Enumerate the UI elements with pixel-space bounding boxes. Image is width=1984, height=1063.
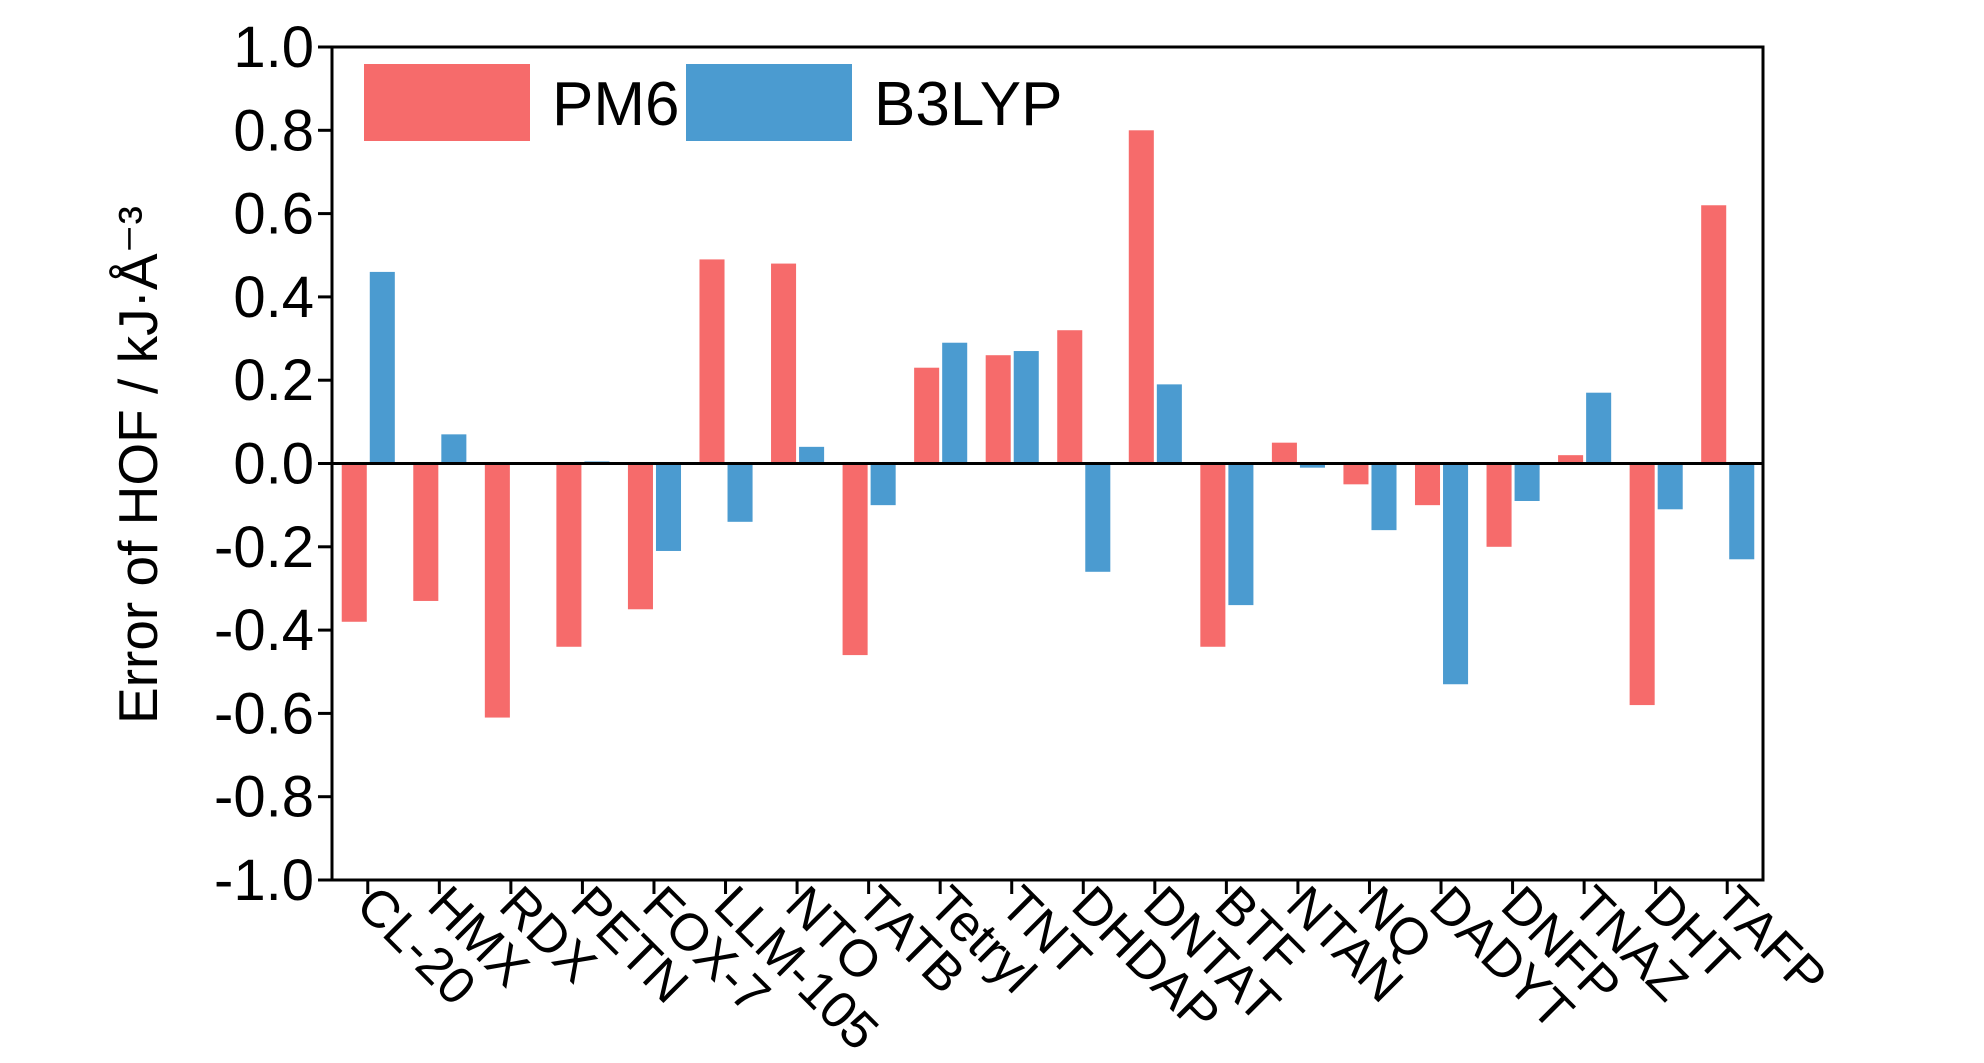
bar	[699, 259, 725, 464]
y-tick-label: -0.2	[214, 515, 314, 580]
legend-label: PM6	[552, 70, 679, 139]
y-tick-label: 0.2	[233, 348, 314, 413]
bar	[799, 446, 825, 464]
y-tick-label: -0.4	[214, 598, 314, 663]
bar	[441, 434, 467, 464]
legend-swatch	[686, 64, 852, 141]
y-tick-label: -1.0	[214, 848, 314, 913]
y-tick-label: 1.0	[233, 15, 314, 80]
y-tick-label: 0.6	[233, 182, 314, 247]
bar	[1558, 455, 1584, 464]
bar	[1701, 205, 1727, 464]
bar	[1271, 442, 1297, 464]
bar	[1371, 463, 1397, 531]
bar	[985, 355, 1011, 464]
legend-swatch	[364, 64, 530, 141]
bar	[870, 463, 896, 506]
bar	[1200, 463, 1226, 647]
bar	[1013, 351, 1039, 464]
bar	[1414, 463, 1441, 506]
bar	[1486, 463, 1512, 547]
bar	[1629, 463, 1655, 706]
bar	[842, 463, 868, 656]
y-tick-label: -0.8	[214, 765, 314, 830]
bar	[1057, 330, 1083, 464]
bar	[484, 463, 510, 718]
bar	[341, 463, 367, 622]
y-tick-label: 0.4	[233, 265, 314, 330]
bar	[1586, 392, 1612, 464]
legend-label: B3LYP	[874, 70, 1062, 139]
bar	[1514, 463, 1540, 501]
bar	[1228, 463, 1254, 606]
bar	[627, 463, 653, 610]
bar	[771, 263, 797, 464]
bar	[556, 463, 582, 647]
bar	[655, 463, 682, 551]
bar	[1085, 463, 1111, 572]
plot-frame	[330, 45, 1765, 882]
bar	[1299, 463, 1325, 468]
bar	[1156, 384, 1182, 464]
bar	[1657, 463, 1683, 510]
bar	[914, 367, 940, 464]
bar	[942, 342, 968, 464]
y-tick-label: -0.6	[214, 681, 314, 746]
y-axis-label: Error of HOF / kJ·Å⁻³	[107, 206, 169, 724]
y-tick-label: 0.8	[233, 98, 314, 163]
bar	[1729, 463, 1755, 560]
bar	[1128, 130, 1154, 464]
bar	[413, 463, 439, 601]
bar	[1443, 463, 1469, 685]
bar	[727, 463, 753, 522]
y-tick-label: 0.0	[233, 432, 314, 497]
bar	[1343, 463, 1369, 485]
bar	[369, 271, 395, 464]
